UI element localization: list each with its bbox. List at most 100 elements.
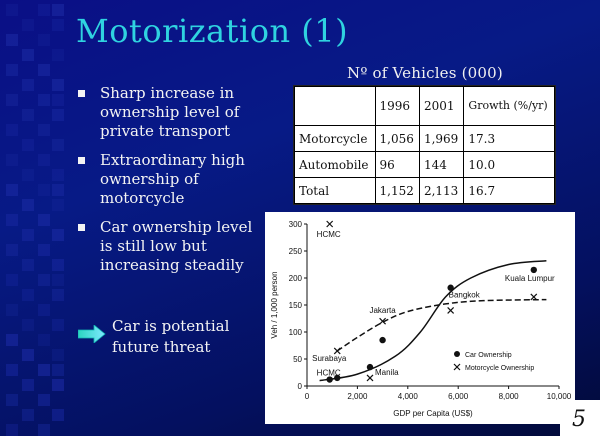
decorative-square — [38, 334, 50, 346]
table-cell: Automobile — [294, 151, 376, 178]
x-marker-stroke — [333, 347, 341, 355]
threat-text: Car is potential future threat — [112, 317, 230, 356]
table-cell: 16.7 — [463, 177, 555, 204]
decorative-square — [22, 229, 34, 241]
y-tick-label: 250 — [289, 247, 303, 256]
decorative-square — [52, 409, 64, 421]
x-marker-stroke — [530, 293, 538, 301]
decorative-square — [6, 214, 18, 226]
motorcycle-ownership-point — [333, 347, 341, 355]
y-tick-label: 200 — [289, 274, 303, 283]
table-cell: 10.0 — [463, 151, 555, 178]
decorative-square — [52, 259, 64, 271]
motorcycle-ownership-point — [366, 374, 374, 382]
decorative-square — [38, 4, 50, 16]
city-label: HCMC — [317, 369, 341, 378]
city-label: Manila — [375, 368, 399, 377]
decorative-square — [6, 334, 18, 346]
table-cell: 1,969 — [418, 125, 465, 152]
decorative-square — [6, 364, 18, 376]
decorative-square — [38, 304, 50, 316]
ownership-chart: 0 50 100 150 200 250 300 0 2,000 4,000 6,000 8,000 1… — [265, 212, 575, 424]
y-axis-label: Veh / 1,000 person — [270, 271, 279, 338]
decorative-square — [52, 364, 64, 376]
decorative-square — [52, 139, 64, 151]
decorative-square — [52, 199, 64, 211]
y-tick-label: 0 — [298, 382, 303, 391]
x-marker-stroke — [447, 306, 455, 314]
table-row: Automobile 96 144 10.0 — [294, 151, 555, 178]
bullet-marker-icon — [78, 90, 85, 97]
car-ownership-point — [530, 266, 537, 274]
decorative-square — [38, 184, 50, 196]
decorative-square — [6, 394, 18, 406]
header-cell: 2001 — [418, 86, 465, 126]
decorative-square — [6, 94, 18, 106]
vehicle-table: 1996 2001 Growth (%/yr) Motorcycle 1,056… — [294, 86, 555, 204]
decorative-square — [6, 274, 18, 286]
city-label: Bangkok — [449, 291, 481, 300]
decorative-square — [22, 409, 34, 421]
decorative-square — [22, 199, 34, 211]
legend-car-label: Car Ownership — [465, 352, 512, 359]
ownership-chart-svg: 0 50 100 150 200 250 300 0 2,000 4,000 6,000 8,000 1… — [270, 220, 572, 418]
motorcycle-ownership-point — [379, 317, 387, 325]
decorative-square — [52, 109, 64, 121]
bullet-text: Extraordinary high ownership of motorcyc… — [100, 151, 245, 207]
bullet-text: Sharp increase in ownership level of pri… — [100, 84, 240, 140]
decorative-square — [6, 34, 18, 46]
decorative-square — [6, 424, 18, 436]
car-trend-line — [319, 259, 547, 382]
table-header-row: 1996 2001 Growth (%/yr) — [294, 86, 555, 126]
table-cell: 96 — [374, 151, 420, 178]
decorative-square — [38, 214, 50, 226]
bullet-item: Sharp increase in ownership level of pri… — [78, 84, 268, 141]
x-tick-label: 2,000 — [347, 392, 368, 401]
header-cell: 1996 — [374, 86, 420, 126]
decorative-square — [52, 349, 64, 361]
decorative-square — [52, 184, 64, 196]
decorative-square — [52, 49, 64, 61]
x-tick-label: 6,000 — [448, 392, 469, 401]
y-tick-label: 150 — [289, 301, 303, 310]
decorative-square — [38, 364, 50, 376]
table-cell: 144 — [418, 151, 465, 178]
bullet-marker-icon — [78, 224, 85, 231]
table-cell: Total — [294, 177, 376, 204]
bullet-list: Sharp increase in ownership level of pri… — [78, 84, 268, 285]
decorative-square — [52, 169, 64, 181]
x-marker-stroke — [366, 374, 374, 382]
table-cell: 2,113 — [418, 177, 465, 204]
decorative-square — [22, 49, 34, 61]
decorative-square — [38, 244, 50, 256]
x-marker-stroke — [453, 363, 461, 371]
page-number-bg — [560, 400, 600, 436]
city-label: Jakarta — [369, 306, 396, 315]
decorative-square — [22, 79, 34, 91]
legend-car-marker — [454, 351, 460, 357]
decorative-square — [52, 274, 64, 286]
x-tick-label: 10,000 — [547, 392, 572, 401]
decorative-square — [22, 169, 34, 181]
bullet-marker-icon — [78, 157, 85, 164]
bullet-text: Car ownership level is still low but inc… — [100, 218, 253, 274]
x-axis-label: GDP per Capita (US$) — [393, 409, 473, 418]
decorative-square — [52, 319, 64, 331]
x-tick-label: 4,000 — [398, 392, 419, 401]
page-number: 5 — [572, 407, 586, 432]
decorative-square — [52, 229, 64, 241]
y-tick-label: 300 — [289, 220, 303, 229]
decorative-square — [38, 394, 50, 406]
legend-motorcycle-marker — [453, 363, 461, 371]
motorcycle-ownership-point — [447, 306, 455, 314]
car-ownership-point — [326, 376, 333, 383]
decorative-square — [22, 109, 34, 121]
y-tick-label: 100 — [289, 328, 303, 337]
decorative-square — [38, 124, 50, 136]
decorative-square — [52, 19, 64, 31]
table-caption: Nº of Vehicles (000) — [347, 64, 503, 82]
table-cell: 1,152 — [374, 177, 420, 204]
decorative-square — [22, 379, 34, 391]
vehicle-table-container: 1996 2001 Growth (%/yr) Motorcycle 1,056… — [293, 85, 556, 205]
